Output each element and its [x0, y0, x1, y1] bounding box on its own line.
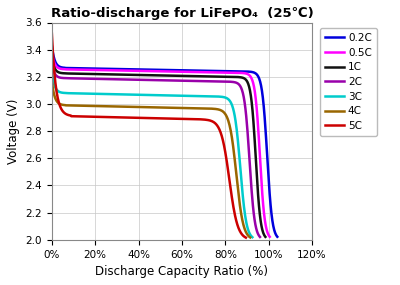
- 1C: [263, 235, 268, 239]
- 0.2C: [234, 70, 239, 73]
- Line: 0.5C: 0.5C: [52, 52, 270, 237]
- 1C: [176, 74, 181, 78]
- 3C: [158, 93, 163, 97]
- 3C: [145, 93, 150, 97]
- 0.2C: [158, 68, 163, 72]
- 3C: [169, 94, 174, 97]
- 1C: [152, 74, 157, 77]
- 4C: [243, 229, 248, 233]
- 0.5C: [167, 70, 172, 73]
- 4C: [50, 79, 54, 83]
- 0.5C: [153, 70, 158, 73]
- 0.5C: [154, 70, 159, 73]
- 1C: [151, 74, 156, 77]
- 5C: [244, 236, 248, 239]
- 0.5C: [262, 216, 267, 219]
- 2C: [220, 80, 225, 83]
- 0.2C: [270, 215, 274, 219]
- 4C: [145, 105, 150, 109]
- 5C: [154, 117, 159, 120]
- Line: 3C: 3C: [52, 71, 252, 237]
- 3C: [245, 226, 250, 230]
- 5C: [50, 32, 54, 35]
- 1C: [224, 75, 229, 78]
- Line: 5C: 5C: [52, 33, 246, 238]
- 2C: [173, 79, 178, 82]
- Legend: 0.2C, 0.5C, 1C, 2C, 3C, 4C, 5C: 0.2C, 0.5C, 1C, 2C, 3C, 4C, 5C: [320, 28, 377, 136]
- 2C: [252, 221, 257, 224]
- Title: Ratio-discharge for LiFePO₄  (25℃): Ratio-discharge for LiFePO₄ (25℃): [50, 7, 313, 20]
- 3C: [146, 93, 151, 97]
- Line: 2C: 2C: [52, 63, 260, 237]
- 3C: [50, 70, 54, 73]
- 2C: [150, 78, 154, 82]
- 1C: [165, 74, 170, 77]
- 2C: [162, 79, 167, 82]
- 4C: [157, 106, 162, 109]
- 5C: [208, 119, 213, 123]
- 1C: [258, 216, 263, 220]
- 5C: [143, 116, 148, 120]
- 3C: [214, 95, 219, 98]
- 4C: [212, 107, 217, 111]
- 5C: [165, 117, 170, 120]
- 5C: [239, 232, 244, 235]
- Line: 4C: 4C: [52, 81, 250, 237]
- Line: 1C: 1C: [52, 58, 265, 237]
- 4C: [248, 236, 253, 239]
- 0.2C: [184, 69, 188, 72]
- 0.2C: [275, 235, 280, 239]
- 2C: [50, 62, 54, 65]
- 0.2C: [172, 68, 176, 72]
- 0.5C: [228, 71, 233, 74]
- 4C: [168, 106, 172, 109]
- 2C: [148, 78, 153, 82]
- 2C: [258, 235, 262, 239]
- Line: 0.2C: 0.2C: [52, 46, 277, 237]
- 0.5C: [179, 70, 184, 73]
- 0.2C: [50, 44, 54, 47]
- X-axis label: Discharge Capacity Ratio (%): Discharge Capacity Ratio (%): [96, 265, 268, 278]
- 0.5C: [267, 235, 272, 239]
- 5C: [142, 116, 146, 120]
- 0.5C: [50, 51, 54, 54]
- Y-axis label: Voltage (V): Voltage (V): [7, 98, 20, 164]
- 0.2C: [156, 68, 161, 72]
- 1C: [50, 56, 54, 60]
- 3C: [250, 235, 255, 239]
- 4C: [144, 105, 148, 109]
